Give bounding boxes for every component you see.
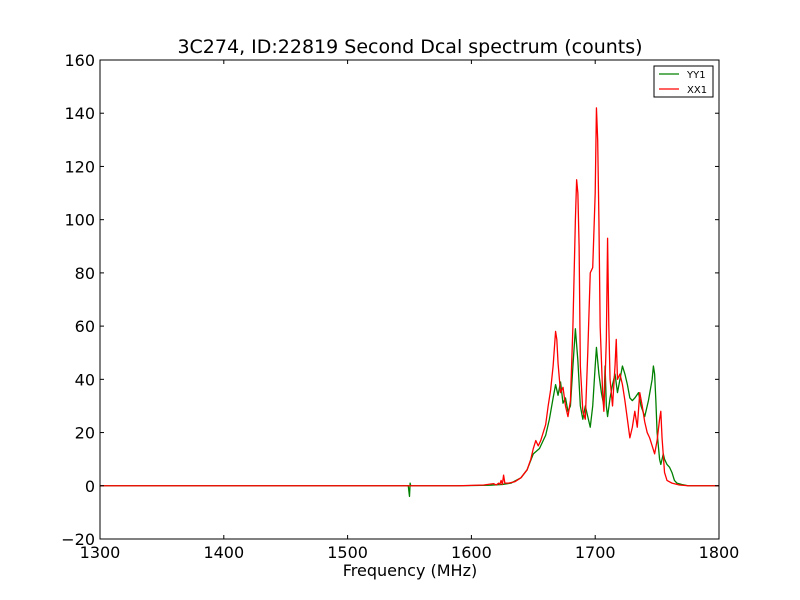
y-tick-label: 40 — [75, 370, 95, 389]
chart-title: 3C274, ID:22819 Second Dcal spectrum (co… — [177, 36, 642, 58]
x-tick-label: 1600 — [451, 543, 492, 562]
x-tick-label: 1700 — [575, 543, 616, 562]
x-axis-label: Frequency (MHz) — [343, 561, 477, 580]
x-tick-label: 1500 — [327, 543, 368, 562]
y-tick-label: 0 — [85, 477, 95, 496]
y-tick-label: 120 — [64, 157, 95, 176]
y-tick-label: 100 — [64, 211, 95, 230]
ticks-layer: 1300 1400 1500 1600 1700 1800 −20 0 20 40 60 80 100 1… — [61, 51, 739, 562]
y-tick-label: 20 — [75, 424, 95, 443]
y-tick-label: 160 — [64, 51, 95, 70]
x-tick-label: 1400 — [203, 543, 244, 562]
legend: YY1 XX1 — [653, 65, 714, 98]
y-tick-label: 60 — [75, 317, 95, 336]
y-tick-label: 140 — [64, 104, 95, 123]
legend-label-yy1: YY1 — [686, 70, 706, 81]
plot-frame — [99, 59, 720, 540]
series-layer — [100, 107, 719, 498]
y-tick-label: −20 — [61, 530, 95, 549]
legend-box — [653, 65, 714, 98]
x-tick-label: 1800 — [699, 543, 740, 562]
x-tick-label: 1300 — [80, 543, 121, 562]
y-tick-label: 80 — [75, 264, 95, 283]
series-line-xx1 — [100, 107, 719, 487]
legend-label-xx1: XX1 — [687, 85, 707, 96]
